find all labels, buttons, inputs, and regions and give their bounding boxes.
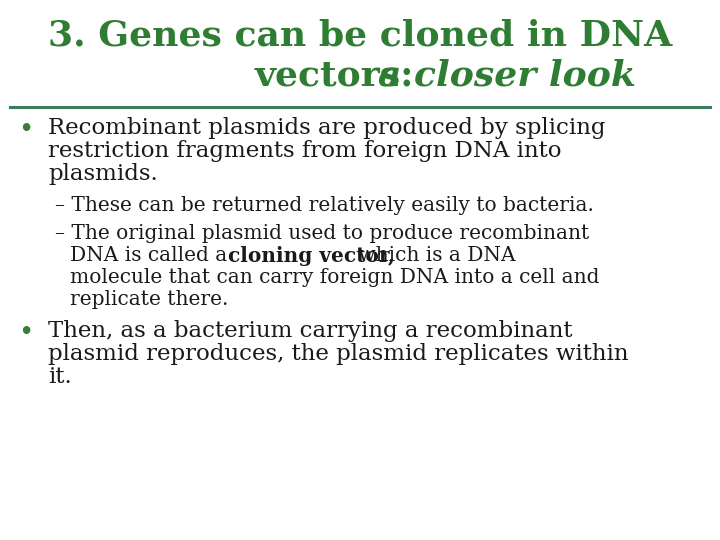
Text: it.: it. [48, 366, 72, 388]
Text: 3. Genes can be cloned in DNA: 3. Genes can be cloned in DNA [48, 18, 672, 52]
Text: restriction fragments from foreign DNA into: restriction fragments from foreign DNA i… [48, 140, 562, 162]
Text: – These can be returned relatively easily to bacteria.: – These can be returned relatively easil… [55, 196, 594, 215]
Text: molecule that can carry foreign DNA into a cell and: molecule that can carry foreign DNA into… [70, 268, 600, 287]
Text: •: • [18, 117, 33, 142]
Text: cloning vector,: cloning vector, [228, 246, 395, 266]
Text: DNA is called a: DNA is called a [70, 246, 233, 265]
Text: which is a DNA: which is a DNA [352, 246, 516, 265]
Text: a closer look: a closer look [378, 58, 636, 92]
Text: vectors:: vectors: [255, 58, 427, 92]
Text: Recombinant plasmids are produced by splicing: Recombinant plasmids are produced by spl… [48, 117, 606, 139]
Text: plasmids.: plasmids. [48, 163, 158, 185]
Text: replicate there.: replicate there. [70, 290, 228, 309]
Text: plasmid reproduces, the plasmid replicates within: plasmid reproduces, the plasmid replicat… [48, 343, 629, 365]
Text: Then, as a bacterium carrying a recombinant: Then, as a bacterium carrying a recombin… [48, 320, 572, 342]
Text: •: • [18, 320, 33, 345]
Text: – The original plasmid used to produce recombinant: – The original plasmid used to produce r… [55, 224, 589, 243]
